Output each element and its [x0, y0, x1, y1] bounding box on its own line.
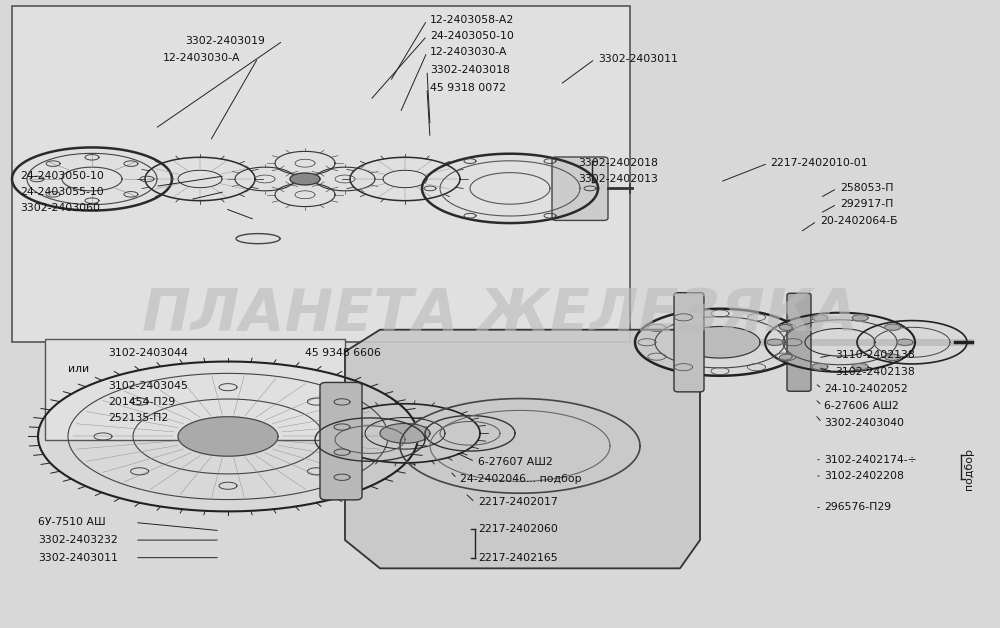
FancyBboxPatch shape	[674, 293, 704, 392]
Text: 296576-П29: 296576-П29	[824, 502, 891, 512]
Text: 2217-2402010-01: 2217-2402010-01	[770, 158, 868, 168]
Text: ПЛАНЕТА ЖЕЛЕЗЯКА: ПЛАНЕТА ЖЕЛЕЗЯКА	[142, 286, 858, 342]
Polygon shape	[812, 364, 828, 370]
Text: 12-2403030-А: 12-2403030-А	[163, 53, 240, 63]
Polygon shape	[779, 324, 795, 330]
Text: 24-10-2402052: 24-10-2402052	[824, 384, 908, 394]
Text: 2217-2402060: 2217-2402060	[478, 524, 558, 534]
Polygon shape	[885, 324, 901, 330]
Polygon shape	[852, 315, 868, 321]
Polygon shape	[767, 339, 783, 345]
Polygon shape	[779, 354, 795, 360]
Text: 3102-2403045: 3102-2403045	[108, 381, 188, 391]
Text: 3102-2402208: 3102-2402208	[824, 471, 904, 481]
FancyBboxPatch shape	[320, 382, 362, 500]
Polygon shape	[290, 173, 320, 185]
Text: 3302-2402018: 3302-2402018	[578, 158, 658, 168]
Text: 258053-П: 258053-П	[840, 183, 894, 193]
Text: 24-2402046... подбор: 24-2402046... подбор	[460, 474, 582, 484]
Text: 12-2403030-А: 12-2403030-А	[430, 47, 508, 57]
Text: 24-2403050-10: 24-2403050-10	[430, 31, 514, 41]
Bar	[45, 339, 345, 440]
Polygon shape	[885, 354, 901, 360]
Text: 3102-2402174-÷: 3102-2402174-÷	[824, 455, 917, 465]
Text: 3302-2403040: 3302-2403040	[824, 418, 904, 428]
Text: 3302-2403060: 3302-2403060	[20, 203, 100, 214]
Text: 2217-2402017: 2217-2402017	[478, 497, 558, 507]
FancyBboxPatch shape	[787, 293, 811, 391]
Text: 24-2403050-10: 24-2403050-10	[20, 171, 104, 181]
Text: 3302-2403018: 3302-2403018	[430, 65, 510, 75]
Text: 3302-2402013: 3302-2402013	[578, 174, 658, 184]
Text: 292917-П: 292917-П	[840, 199, 893, 209]
Polygon shape	[812, 315, 828, 321]
Text: 45 9348 6606: 45 9348 6606	[305, 348, 381, 358]
Text: подбор: подбор	[964, 448, 974, 490]
Text: 201454-П29: 201454-П29	[108, 397, 175, 407]
Polygon shape	[345, 330, 700, 568]
Text: 3102-2403044: 3102-2403044	[108, 348, 188, 358]
Polygon shape	[897, 339, 913, 345]
Polygon shape	[380, 423, 430, 443]
Text: 3302-2403011: 3302-2403011	[598, 54, 678, 64]
Polygon shape	[178, 417, 278, 456]
FancyBboxPatch shape	[552, 157, 608, 220]
Text: 252135-П2: 252135-П2	[108, 413, 168, 423]
Text: 3302-2403011: 3302-2403011	[38, 553, 118, 563]
Text: 45 9318 0072: 45 9318 0072	[430, 83, 506, 93]
Text: 3110-2402138: 3110-2402138	[835, 350, 915, 360]
Text: 20-2402064-Б: 20-2402064-Б	[820, 216, 898, 226]
Text: 2217-2402165: 2217-2402165	[478, 553, 558, 563]
Bar	[12, 6, 630, 342]
Text: 12-2403058-А2: 12-2403058-А2	[430, 15, 514, 25]
Polygon shape	[852, 364, 868, 370]
Text: 24-2403055-10: 24-2403055-10	[20, 187, 104, 197]
Text: 3302-2403232: 3302-2403232	[38, 535, 118, 545]
Polygon shape	[680, 327, 760, 358]
Text: 3302-2403019: 3302-2403019	[185, 36, 265, 46]
Text: или: или	[68, 364, 89, 374]
Text: 3102-2402138: 3102-2402138	[835, 367, 915, 377]
Text: 6У-7510 АШ: 6У-7510 АШ	[38, 517, 106, 528]
Text: 6-27606 АШ2: 6-27606 АШ2	[824, 401, 899, 411]
Text: 6-27607 АШ2: 6-27607 АШ2	[478, 457, 553, 467]
